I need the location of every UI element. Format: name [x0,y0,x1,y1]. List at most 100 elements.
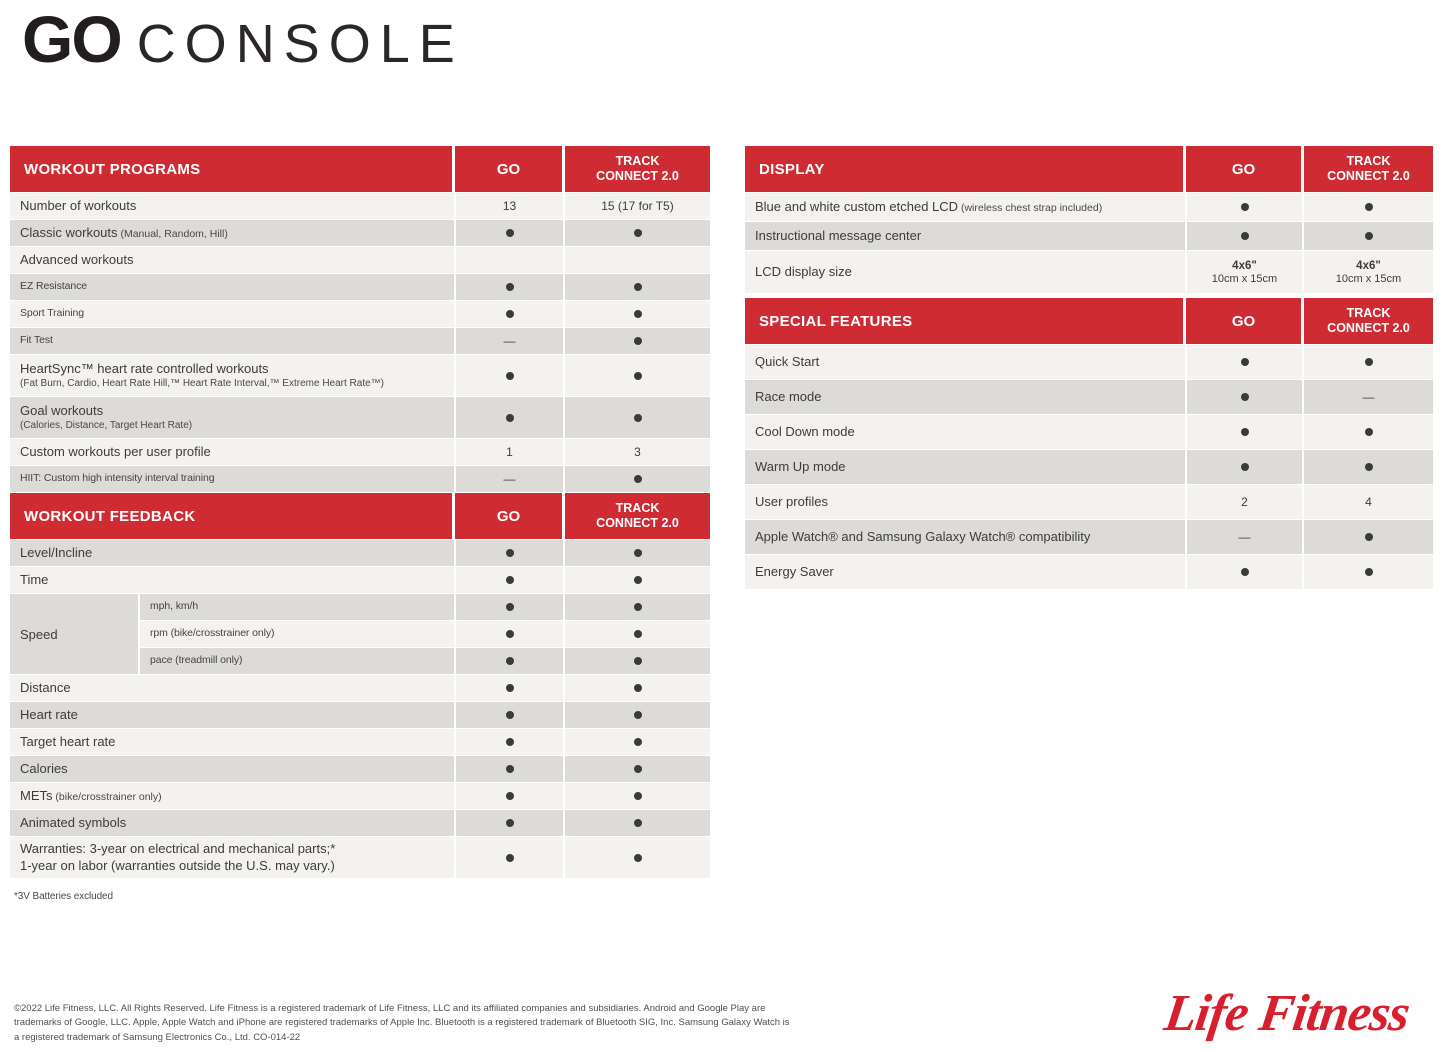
go-value-cell [454,540,563,566]
feature-label-cell: Level/Incline [10,540,454,566]
included-dot-icon [1240,203,1249,211]
go-value-cell [454,355,563,396]
feature-row: Time [10,567,710,593]
column-header-track-connect: TRACK CONNECT 2.0 [565,146,710,192]
go-value-cell: 2 [1185,485,1302,519]
included-dot-icon [505,711,514,719]
column-header-go: GO [455,146,562,192]
feature-row: Sport Training [10,301,710,327]
included-dot-icon [505,630,514,638]
feature-label: Blue and white custom etched LCD (wirele… [755,198,1103,214]
included-dot-icon [1364,232,1373,240]
feature-label-cell: METs (bike/crosstrainer only) [10,783,454,809]
included-dot-icon [505,684,514,692]
included-dot-icon [505,283,514,291]
not-included-dash: — [1362,390,1375,404]
feature-label: Heart rate [20,706,78,722]
feature-label: Custom workouts per user profile [20,443,211,459]
included-dot-icon [633,853,642,862]
included-dot-icon [1240,568,1249,576]
feature-label: Energy Saver [755,563,834,579]
feature-row: Warranties: 3-year on electrical and mec… [10,837,710,878]
go-value-cell [1185,380,1302,414]
track-value-cell [1302,520,1433,554]
feature-label-detail: (Fat Burn, Cardio, Heart Rate Hill,™ Hea… [20,378,385,390]
go-value-cell: 13 [454,193,563,219]
section-header: DISPLAY GO TRACK CONNECT 2.0 [745,146,1433,192]
feature-label: Level/Incline [20,544,93,560]
feature-value: 13 [502,199,517,213]
go-value-cell [454,810,563,836]
feature-label-cell: Classic workouts (Manual, Random, Hill) [10,220,454,246]
included-dot-icon [633,475,642,483]
included-dot-icon [505,853,514,862]
feature-row: Calories [10,756,710,782]
included-dot-icon [1364,568,1373,576]
column-header-go: GO [1186,298,1301,344]
go-value-cell [454,675,563,701]
included-dot-icon [505,657,514,665]
included-dot-icon [505,229,514,237]
included-dot-icon [633,684,642,692]
feature-value: 3 [634,445,641,459]
feature-label: Advanced workouts [20,251,134,267]
feature-row: Race mode — [745,380,1433,414]
feature-row: User profiles 2 4 [745,485,1433,519]
feature-row: Energy Saver [745,555,1433,589]
feature-row: Animated symbols [10,810,710,836]
feature-label-cell: HeartSync™ heart rate controlled workout… [10,355,454,396]
section-title: DISPLAY [745,146,1183,192]
column-header-track-line: TRACK [615,154,660,168]
included-dot-icon [1364,358,1373,366]
track-value-cell [563,247,710,273]
included-dot-icon [633,819,642,827]
included-dot-icon [505,738,514,746]
feature-label: Fit Test [20,334,53,347]
column-header-track-connect: TRACK CONNECT 2.0 [1304,298,1433,344]
feature-value: 2 [1241,495,1248,509]
go-value-cell [1185,193,1302,221]
feature-row: Classic workouts (Manual, Random, Hill) [10,220,710,246]
track-value-cell [563,397,710,438]
go-value-cell [1185,222,1302,250]
feature-value: 4 [1365,495,1372,509]
feature-row: LCD display size 4x6" 10cm x 15cm 4x6" 10cm … [745,251,1433,293]
feature-label: rpm (bike/crosstrainer only) [150,627,275,640]
included-dot-icon [633,371,642,380]
column-header-track-line: CONNECT 2.0 [596,516,679,530]
included-dot-icon [505,413,514,422]
feature-label-cell: rpm (bike/crosstrainer only) [140,621,454,647]
go-value-cell: 4x6" 10cm x 15cm [1185,251,1302,293]
track-value-cell [563,301,710,327]
track-value-cell [1302,345,1433,379]
included-dot-icon [1240,232,1249,240]
feature-label: Distance [20,679,71,695]
t-feedback-table: WORKOUT FEEDBACK GO TRACK CONNECT 2.0 Level/… [10,493,710,878]
batteries-footnote: *3V Batteries excluded [14,891,113,902]
column-header-track-line: TRACK [1346,306,1391,320]
track-value-cell [563,675,710,701]
included-dot-icon [505,819,514,827]
included-dot-icon [633,630,642,638]
page-title-product: GO [22,2,123,76]
included-dot-icon [633,603,642,611]
section-title: SPECIAL FEATURES [745,298,1183,344]
feature-row: Blue and white custom etched LCD (wirele… [745,193,1433,221]
feature-row: Target heart rate [10,729,710,755]
go-value-cell: — [1185,520,1302,554]
t-special-table: SPECIAL FEATURES GO TRACK CONNECT 2.0 Quick … [745,298,1433,589]
included-dot-icon [633,549,642,557]
track-value-cell [563,466,710,492]
feature-label-cell: Blue and white custom etched LCD (wirele… [745,193,1185,221]
feature-label: Goal workouts [20,402,104,418]
column-header-track-line: CONNECT 2.0 [1327,321,1410,335]
feature-label-cell: Advanced workouts [10,247,454,273]
feature-label: pace (treadmill only) [150,654,243,667]
go-value-cell [454,783,563,809]
feature-label-detail: (bike/crosstrainer only) [52,790,162,803]
track-value-cell [1302,555,1433,589]
track-value-cell [563,837,710,878]
feature-row: Quick Start [745,345,1433,379]
track-value-cell: 3 [563,439,710,465]
included-dot-icon [1364,463,1373,471]
